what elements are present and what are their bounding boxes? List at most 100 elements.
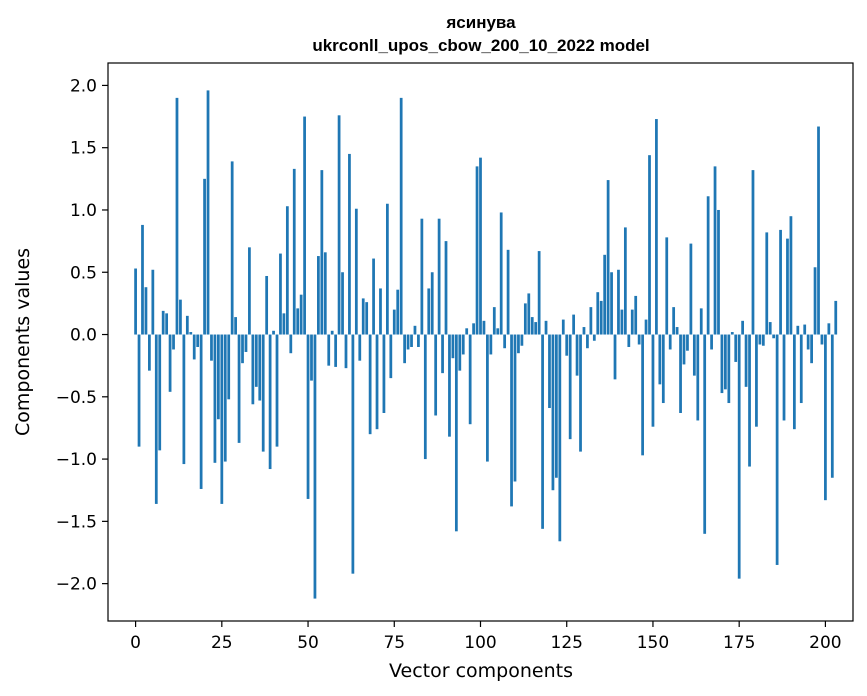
bar <box>555 334 558 478</box>
bar <box>706 196 710 335</box>
bar <box>658 334 662 385</box>
bar <box>834 300 838 335</box>
bar <box>303 116 306 335</box>
bar <box>210 334 213 361</box>
bar <box>382 334 386 413</box>
bar <box>313 334 317 599</box>
bar <box>672 307 676 335</box>
bar <box>323 252 327 335</box>
bar <box>558 334 562 542</box>
bar <box>317 256 320 335</box>
bar <box>148 334 151 371</box>
bar <box>137 334 141 447</box>
bar-series <box>134 90 838 599</box>
bar <box>206 90 210 335</box>
x-tick-label: 50 <box>297 633 319 653</box>
bar <box>420 218 424 335</box>
bar <box>182 334 186 465</box>
bar <box>417 334 420 347</box>
bar <box>154 334 158 504</box>
bar <box>786 238 789 335</box>
bar <box>603 254 607 335</box>
bar <box>472 323 475 335</box>
x-axis-label: Vector components <box>389 660 573 682</box>
bar <box>530 317 534 335</box>
bar <box>755 334 758 427</box>
x-tick-label: 75 <box>383 633 405 653</box>
bar <box>310 334 313 381</box>
bar <box>158 334 162 451</box>
bar <box>282 313 286 335</box>
bar <box>582 327 586 335</box>
bar <box>779 229 782 335</box>
bar <box>468 334 472 425</box>
bar <box>392 309 396 335</box>
bar <box>551 334 555 491</box>
bar <box>824 334 827 501</box>
bar <box>375 334 379 430</box>
bar <box>651 334 655 427</box>
y-tick-label: −2.0 <box>56 575 97 595</box>
bar <box>254 334 258 387</box>
bar <box>368 334 372 435</box>
chart-title-line2: ukrconll_upos_cbow_200_10_2022 model <box>312 36 649 55</box>
bar <box>634 295 638 335</box>
bar <box>689 243 693 335</box>
bar <box>527 293 531 335</box>
bar <box>454 334 458 532</box>
bar <box>451 334 455 359</box>
y-tick-label: 1.5 <box>70 139 97 159</box>
bar <box>713 166 717 335</box>
bar <box>541 334 544 529</box>
plot-frame <box>107 62 854 622</box>
bar <box>168 334 172 392</box>
bar <box>506 249 510 335</box>
bar <box>692 334 696 376</box>
bar <box>275 334 279 447</box>
bar <box>379 288 382 335</box>
bar <box>772 334 776 339</box>
bar <box>223 334 227 462</box>
bar <box>813 267 817 335</box>
bar <box>724 334 727 390</box>
bar <box>696 334 700 421</box>
bar <box>655 119 658 335</box>
x-tick-label: 100 <box>464 633 496 653</box>
bar <box>385 203 389 335</box>
bar <box>285 206 289 335</box>
bar <box>517 334 520 354</box>
y-axis-label: Components values <box>12 248 34 436</box>
bar <box>644 319 648 335</box>
x-tick-label: 200 <box>809 633 841 653</box>
bar <box>261 334 265 452</box>
bar <box>337 115 341 335</box>
bar <box>520 334 524 346</box>
bar <box>465 328 469 335</box>
bar <box>803 324 807 335</box>
bar <box>510 334 513 507</box>
bar <box>361 298 365 335</box>
bar <box>589 307 593 335</box>
bar <box>237 334 241 443</box>
bar <box>575 334 579 376</box>
bar <box>758 334 762 345</box>
bar <box>492 307 496 335</box>
bar <box>806 334 810 350</box>
bar <box>799 334 803 404</box>
bar <box>403 334 406 364</box>
bar <box>627 334 631 347</box>
y-tick-label: 0.0 <box>70 326 97 346</box>
bar <box>216 334 220 420</box>
bar <box>789 216 793 335</box>
bar <box>434 334 438 416</box>
bar <box>134 268 137 335</box>
bar <box>617 269 620 335</box>
bar <box>448 334 451 437</box>
bar <box>165 313 169 335</box>
bar <box>410 334 413 347</box>
bar <box>265 275 269 335</box>
y-tick-label: 2.0 <box>70 76 97 96</box>
bar <box>227 334 231 400</box>
bar <box>341 272 344 335</box>
bar <box>606 180 610 335</box>
